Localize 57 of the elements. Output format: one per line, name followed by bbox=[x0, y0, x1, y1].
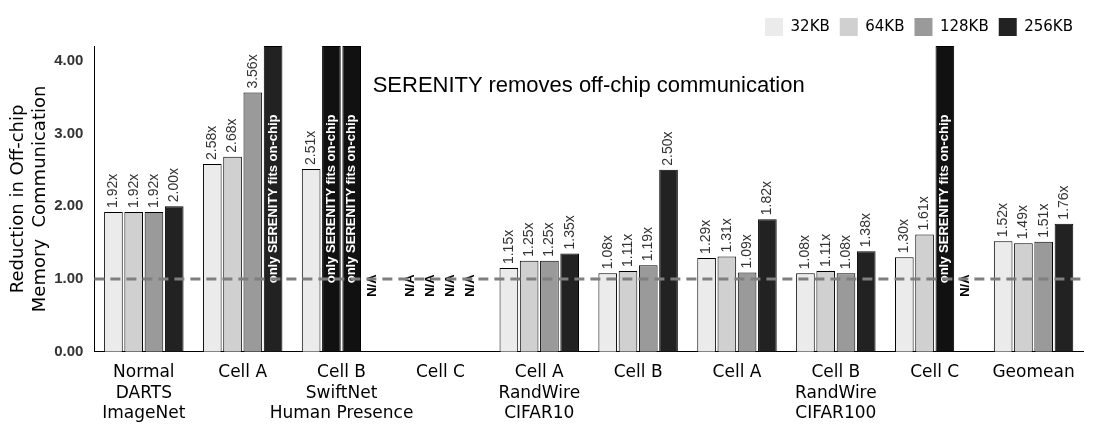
data-label: 2.00x bbox=[165, 167, 182, 203]
text: N/A bbox=[442, 274, 458, 297]
x-tick-label: Cell C bbox=[415, 361, 465, 382]
data-label: 2.51x bbox=[302, 130, 319, 166]
x-tick-label: Cell A RandWire CIFAR10 bbox=[498, 361, 581, 423]
y-tick-label: 2.00 bbox=[54, 196, 84, 214]
y-axis-title: Reduction in Off-chip Memory Communication bbox=[6, 85, 50, 313]
data-label: 1.92x bbox=[124, 173, 141, 209]
data-label: 2.58x bbox=[203, 125, 220, 160]
data-label: 1.29x bbox=[697, 219, 714, 254]
data-label: 1.61x bbox=[915, 196, 932, 231]
data-label: 1.49x bbox=[1014, 205, 1031, 240]
x-tick-label: Cell B RandWire CIFAR100 bbox=[795, 361, 877, 423]
data-label: 1.52x bbox=[994, 202, 1011, 238]
data-label: only SERENITY fits on-chip bbox=[343, 114, 359, 284]
data-label: 1.25x bbox=[519, 222, 536, 257]
x-tick-label: Cell A bbox=[218, 361, 268, 382]
data-label: 2.50x bbox=[659, 131, 676, 166]
y-tick-label: 3.00 bbox=[54, 123, 84, 141]
y-tick-label: 4.00 bbox=[54, 50, 84, 68]
data-label: 1.51x bbox=[1034, 203, 1051, 238]
data-label: 1.11x bbox=[816, 233, 833, 267]
data-label: 1.30x bbox=[895, 218, 912, 254]
text: N/A bbox=[421, 274, 437, 297]
legend-label: 32KB bbox=[790, 16, 830, 35]
x-tick-label: Cell B SwiftNet Human Presence bbox=[269, 361, 414, 423]
data-label: 1.11x bbox=[618, 233, 635, 267]
legend-label: 64KB bbox=[865, 16, 905, 35]
data-label: 1.25x bbox=[540, 222, 557, 257]
x-tick-label: Cell B bbox=[613, 361, 663, 382]
annotation: SERENITY removes off-chip communication bbox=[372, 72, 805, 98]
data-label: 1.92x bbox=[104, 173, 121, 209]
data-label: 1.09x bbox=[737, 234, 754, 269]
data-label: 1.76x bbox=[1054, 185, 1071, 220]
y-tick-label: 1.00 bbox=[54, 269, 84, 287]
data-label: 1.15x bbox=[499, 229, 516, 265]
data-label: only SERENITY fits on-chip bbox=[264, 114, 280, 284]
data-label: 1.35x bbox=[560, 215, 577, 250]
y-tick-label: 0.00 bbox=[54, 341, 84, 359]
data-label: 1.08x bbox=[796, 234, 813, 270]
data-label: 3.56x bbox=[243, 54, 260, 89]
data-label: 2.68x bbox=[223, 118, 240, 153]
x-tick-label: Cell C bbox=[910, 361, 960, 382]
data-label: only SERENITY fits on-chip bbox=[936, 114, 952, 284]
data-label: 1.08x bbox=[836, 234, 853, 270]
legend-label: 256KB bbox=[1024, 16, 1074, 35]
data-label: 1.92x bbox=[144, 173, 161, 209]
data-label: 1.82x bbox=[758, 181, 775, 216]
data-label: only SERENITY fits on-chip bbox=[322, 114, 338, 284]
legend-label: 128KB bbox=[939, 16, 989, 35]
x-tick-label: Normal DARTS ImageNet bbox=[102, 361, 186, 423]
x-tick-label: Cell A bbox=[712, 361, 762, 382]
data-label: 1.31x bbox=[717, 218, 734, 253]
data-label: 1.19x bbox=[639, 226, 656, 262]
data-label: 1.38x bbox=[857, 213, 874, 248]
data-label: 1.08x bbox=[598, 234, 615, 270]
x-tick-label: Geomean bbox=[992, 361, 1075, 382]
